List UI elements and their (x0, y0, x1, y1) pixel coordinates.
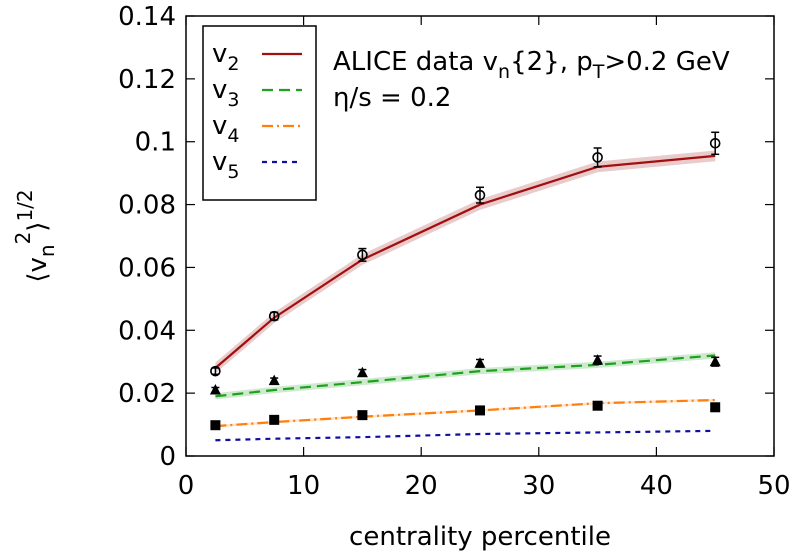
line-v2 (214, 154, 716, 369)
x-tick-label: 30 (522, 471, 555, 501)
data-point-triangle (209, 384, 221, 395)
y-tick-label: 0.06 (118, 253, 176, 283)
data-point-square (710, 402, 721, 413)
legend-label-v2: v2 (212, 39, 239, 75)
x-axis-label: centrality percentile (349, 522, 611, 552)
x-tick-label: 50 (757, 471, 790, 501)
data-point-triangle (592, 354, 604, 365)
band-v3 (215, 352, 716, 400)
line-v5 (215, 429, 716, 442)
y-tick-label: 0.1 (135, 128, 176, 158)
line-v3 (215, 354, 716, 398)
data-point-circle (268, 310, 280, 322)
legend-label-v5: v5 (212, 147, 239, 183)
y-tick-label: 0.04 (118, 316, 176, 346)
x-tick-label: 0 (178, 471, 195, 501)
legend-label-v3: v3 (212, 75, 239, 111)
y-tick-label: 0.08 (118, 191, 176, 221)
data-point-circle (709, 137, 721, 149)
data-point-square (357, 410, 368, 421)
data-point-triangle (709, 355, 721, 367)
data-point-circle (592, 152, 603, 163)
plot-frame (185, 15, 775, 457)
data-point-circle (210, 365, 221, 377)
x-tick-label: 10 (287, 471, 320, 501)
annotation-alice: ALICE data vn{2}, pT>0.2 GeV (333, 47, 730, 83)
data-point-circle (474, 189, 486, 201)
data-point-square (592, 400, 603, 411)
y-axis-label: ⟨vn2⟩1/2 (11, 189, 59, 282)
data-point-square (210, 420, 221, 431)
x-tick-label: 20 (405, 471, 438, 501)
data-point-circle (357, 249, 368, 261)
annotation-eta-s: η/s = 0.2 (333, 83, 451, 113)
y-tick-label: 0 (159, 442, 176, 472)
series-lines (214, 154, 716, 442)
x-tick-label: 40 (640, 471, 673, 501)
line-v4 (215, 398, 716, 428)
data-points (209, 131, 721, 431)
data-point-square (475, 405, 485, 416)
y-tick-label: 0.14 (118, 2, 176, 32)
data-point-square (269, 414, 280, 425)
data-point-triangle (268, 374, 280, 386)
data-point-triangle (356, 366, 368, 378)
y-tick-label: 0.02 (118, 379, 176, 409)
data-point-triangle (474, 357, 486, 368)
y-tick-label: 0.12 (118, 65, 176, 95)
axis-ticks: 0 10 20 30 40 50 0 0.02 0.04 0.06 0.08 0.1 0.12 0.14 (118, 2, 790, 501)
legend-label-v4: v4 (212, 111, 239, 147)
